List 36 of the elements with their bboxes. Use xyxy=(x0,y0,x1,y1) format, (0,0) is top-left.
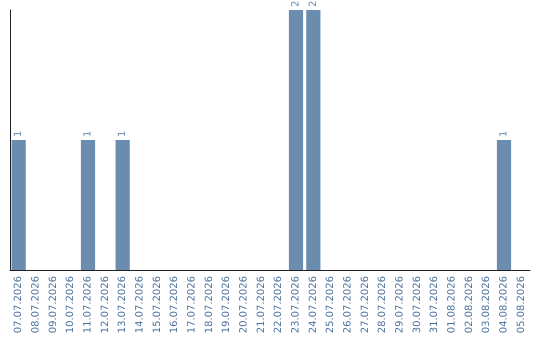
x-tick-label: 16.07.2026 xyxy=(169,276,180,334)
x-tick-label: 21.07.2026 xyxy=(256,276,267,334)
x-tick-label: 30.07.2026 xyxy=(412,276,423,334)
x-tick-label: 05.08.2026 xyxy=(516,276,527,334)
x-tick-label: 26.07.2026 xyxy=(342,276,354,334)
x-tick-label: 31.07.2026 xyxy=(429,276,440,334)
data-label: 1 xyxy=(13,130,24,137)
x-tick-label: 10.07.2026 xyxy=(65,276,76,334)
x-tick-label: 15.07.2026 xyxy=(152,276,163,334)
data-label: 1 xyxy=(498,130,510,137)
x-tick-label: 29.07.2026 xyxy=(394,276,406,334)
x-tick-label: 03.08.2026 xyxy=(481,276,492,334)
data-label: 1 xyxy=(82,130,94,137)
x-tick-label: 14.07.2026 xyxy=(134,276,146,334)
x-tick-label: 19.07.2026 xyxy=(221,276,232,334)
x-tick-label: 17.07.2026 xyxy=(186,276,198,334)
x-tick-label: 07.07.2026 xyxy=(13,276,24,334)
x-tick-label: 20.07.2026 xyxy=(238,276,250,334)
x-tick-label: 25.07.2026 xyxy=(325,276,336,334)
x-tick-label: 09.07.2026 xyxy=(48,276,59,334)
x-tick-label: 01.08.2026 xyxy=(446,276,458,334)
x-tick-label: 24.07.2026 xyxy=(308,276,319,334)
data-label: 2 xyxy=(308,0,319,7)
x-tick-label: 22.07.2026 xyxy=(273,276,284,334)
x-tick-label: 18.07.2026 xyxy=(204,276,215,334)
x-tick-label: 13.07.2026 xyxy=(117,276,128,334)
x-tick-label: 23.07.2026 xyxy=(290,276,302,334)
data-label: 2 xyxy=(290,0,302,7)
x-tick-label: 27.07.2026 xyxy=(360,276,371,334)
data-label: 1 xyxy=(117,130,128,137)
x-tick-label: 02.08.2026 xyxy=(464,276,475,334)
x-tick-label: 28.07.2026 xyxy=(377,276,388,334)
x-tick-label: 11.07.2026 xyxy=(82,276,94,334)
x-tick-label: 12.07.2026 xyxy=(100,276,111,334)
x-tick-label: 04.08.2026 xyxy=(498,276,510,334)
x-tick-label: 08.07.2026 xyxy=(30,276,42,334)
